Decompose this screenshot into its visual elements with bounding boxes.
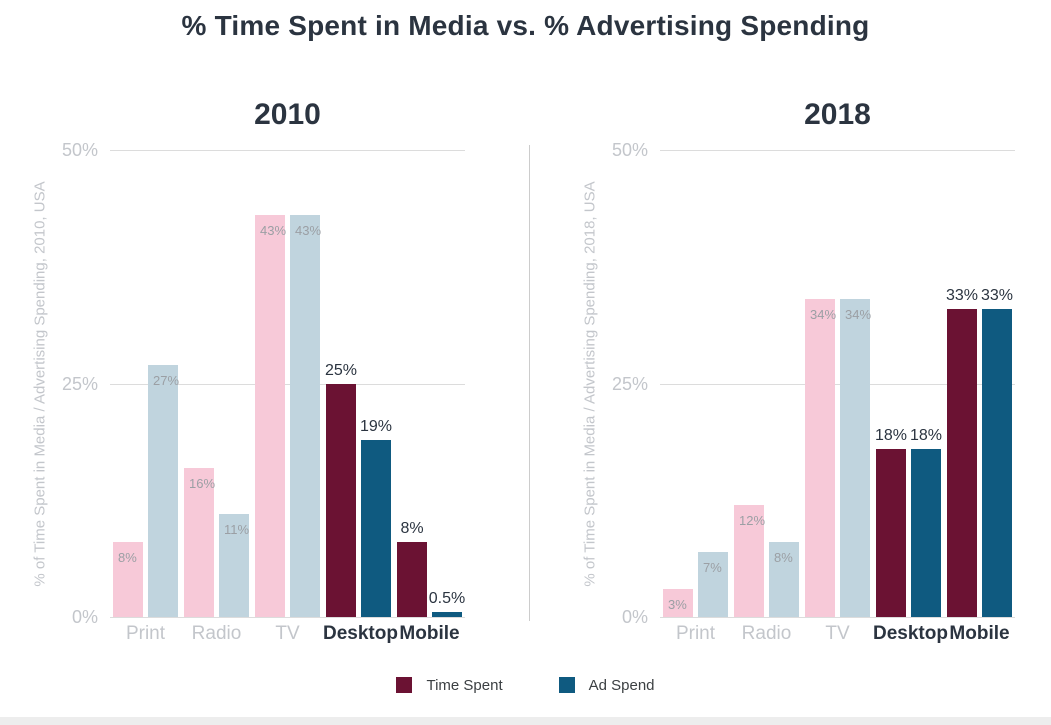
y-tick-label: 0% [621,607,648,627]
bar-value-label: 27% [153,372,180,388]
bar-value-label: 34% [810,307,837,323]
bar-value-label: 11% [224,522,250,538]
bar-value-label: 8% [118,550,137,566]
bar-ad-spend-mobile [432,612,462,617]
x-category-label: Mobile [399,623,460,644]
bar-value-label: 3% [668,596,687,612]
bar-ad-spend-print [148,364,178,617]
bar-value-label: 33% [980,286,1014,304]
bar-value-label: 19% [359,417,393,435]
bar-ad-spend-mobile [982,308,1012,617]
bar-value-label: 43% [260,223,287,239]
x-category-label: TV [825,623,850,644]
bar-value-label: 8% [774,550,793,566]
gridline [110,150,465,151]
time-spent-swatch-icon [396,677,413,693]
legend-label-time-spent: Time Spent [426,676,503,694]
x-category-label: Desktop [873,623,948,644]
bar-ad-spend-tv [840,299,870,617]
bar-value-label: 8% [400,520,424,538]
bar-value-label: 34% [845,307,872,323]
bar-value-label: 16% [189,475,216,491]
bar-value-label: 43% [295,223,322,239]
bar-time-spent-print [663,588,693,617]
bar-ad-spend-desktop [911,448,941,617]
bar-ad-spend-desktop [361,439,391,617]
y-tick-label: 50% [611,140,648,160]
bar-ad-spend-print [698,551,728,617]
bar-time-spent-tv [255,215,285,617]
page-title: % Time Spent in Media vs. % Advertising … [181,10,870,41]
bar-ad-spend-radio [769,542,799,617]
bar-time-spent-radio [734,504,764,617]
chart-2018: 2018% of Time Spent in Media / Advertisi… [550,0,1051,665]
chart-2010: 2010% of Time Spent in Media / Advertisi… [0,0,525,665]
legend-label-ad-spend: Ad Spend [588,676,655,694]
x-category-label: TV [275,623,300,644]
gridline [110,384,465,385]
y-tick-label: 0% [71,607,98,627]
gridline [660,384,1015,385]
gridline [660,617,1015,618]
x-category-label: Radio [741,623,792,644]
gridline [660,150,1015,151]
bar-time-spent-mobile [397,542,427,617]
panel-divider [529,145,530,621]
y-tick-label: 50% [61,140,98,160]
x-category-label: Print [125,623,166,644]
legend: Time Spent Ad Spend [0,672,1051,698]
y-tick-label: 25% [61,374,98,394]
bar-ad-spend-radio [219,514,249,617]
gridline [110,617,465,618]
bar-value-label: 25% [324,361,358,379]
bottom-strip [0,717,1051,725]
x-category-label: Print [675,623,716,644]
y-tick-label: 25% [611,374,648,394]
legend-item-time-spent: Time Spent [396,676,503,694]
x-category-label: Radio [191,623,242,644]
bar-value-label: 7% [703,559,722,575]
bar-time-spent-radio [184,467,214,617]
bar-time-spent-desktop [876,448,906,617]
bar-time-spent-desktop [326,383,356,617]
chart-title: 2018 [804,98,871,131]
x-category-label: Desktop [323,623,398,644]
bar-time-spent-tv [805,299,835,617]
bar-ad-spend-tv [290,215,320,617]
bar-time-spent-print [113,542,143,617]
bar-value-label: 12% [739,512,766,528]
bar-value-label: 18% [874,426,908,444]
bar-value-label: 18% [909,426,943,444]
ad-spend-swatch-icon [558,677,575,693]
legend-item-ad-spend: Ad Spend [558,676,655,694]
chart-title: 2010 [254,98,321,131]
x-category-label: Mobile [949,623,1010,644]
bar-time-spent-mobile [947,308,977,617]
bar-value-label: 0.5% [428,590,466,608]
bar-value-label: 33% [945,286,979,304]
